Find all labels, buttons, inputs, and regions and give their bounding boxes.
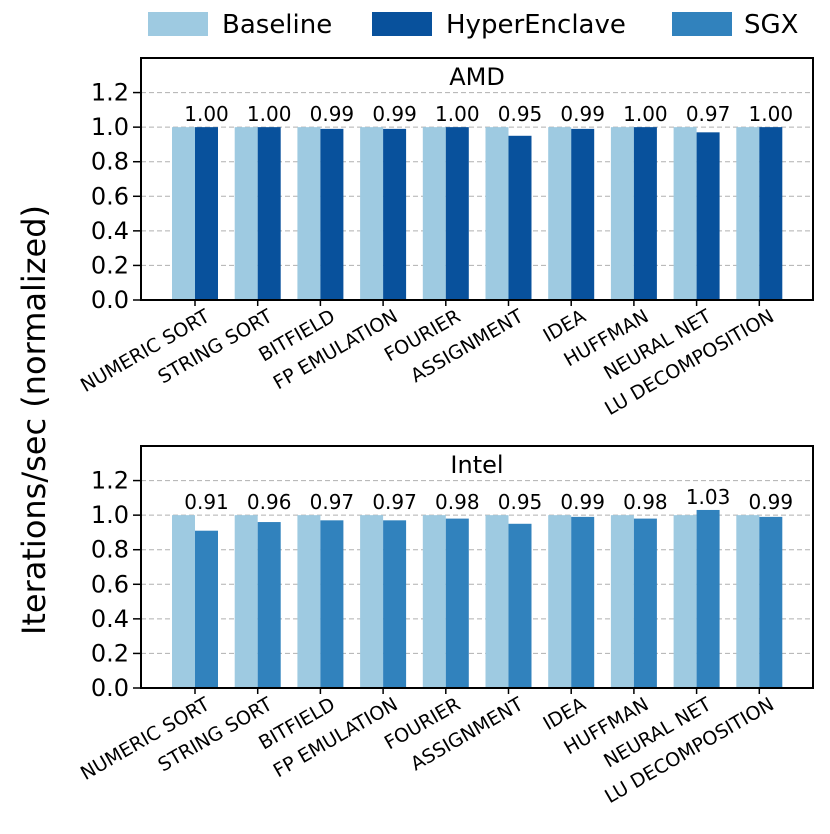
amd-ytick-label: 0.2 [91, 251, 129, 279]
amd-data-label: 0.99 [560, 102, 605, 126]
amd-bar-baseline [485, 127, 509, 301]
amd-bar-hyperenclave [257, 127, 281, 301]
amd-bar-hyperenclave [759, 127, 783, 301]
amd-bar-baseline [736, 127, 760, 301]
amd-bar-baseline [422, 127, 446, 301]
legend-swatch-hyperenclave [372, 12, 432, 36]
intel-bar-baseline [610, 515, 634, 688]
amd-bar-hyperenclave [195, 127, 218, 301]
amd-bar-hyperenclave [571, 128, 595, 300]
amd-ytick-label: 1.2 [91, 79, 129, 107]
legend-swatch-baseline [148, 12, 208, 36]
intel-bar-sgx [633, 518, 657, 688]
amd-ytick-label: 0.0 [91, 286, 129, 314]
amd-data-label: 1.00 [184, 102, 229, 126]
amd-bar-hyperenclave [696, 132, 720, 300]
intel-bar-baseline [297, 515, 321, 688]
amd-data-label: 0.95 [498, 102, 543, 126]
amd-data-label: 0.99 [310, 102, 355, 126]
amd-ytick-label: 0.4 [91, 217, 129, 245]
intel-bar-sgx [571, 516, 595, 688]
amd-bar-baseline [172, 127, 195, 301]
intel-bar-baseline [736, 515, 760, 688]
intel-bar-baseline [548, 515, 572, 688]
intel-bar-baseline [422, 515, 446, 688]
intel-bar-sgx [257, 522, 281, 688]
legend-swatch-sgx [672, 12, 732, 36]
intel-bar-sgx [445, 518, 469, 688]
intel-ytick-label: 1.0 [91, 501, 129, 529]
amd-bar-hyperenclave [445, 127, 469, 301]
amd-data-label: 0.99 [372, 102, 417, 126]
intel-data-label: 0.98 [435, 490, 480, 514]
amd-bar-baseline [610, 127, 634, 301]
amd-data-label: 1.00 [749, 102, 794, 126]
amd-bar-hyperenclave [383, 128, 407, 300]
legend-label-baseline: Baseline [222, 10, 332, 40]
intel-bar-sgx [508, 523, 532, 688]
amd-data-label: 1.00 [435, 102, 480, 126]
intel-data-label: 0.99 [560, 490, 605, 514]
intel-plot-frame [140, 445, 814, 689]
amd-bar-hyperenclave [320, 128, 344, 300]
amd-bar-baseline [360, 127, 384, 301]
amd-bar-hyperenclave [508, 135, 532, 300]
intel-bar-sgx [195, 530, 218, 688]
intel-bar-sgx [696, 509, 720, 688]
amd-bar-baseline [297, 127, 321, 301]
intel-panel-title: Intel [450, 451, 503, 479]
intel-data-label: 0.99 [749, 490, 794, 514]
intel-bar-baseline [360, 515, 384, 688]
intel-ytick-label: 0.4 [91, 605, 129, 633]
intel-ytick-label: 1.2 [91, 467, 129, 495]
intel-data-label: 0.91 [184, 490, 229, 514]
intel-bar-sgx [759, 516, 783, 688]
intel-data-label: 1.03 [686, 485, 731, 509]
intel-bar-baseline [673, 515, 697, 688]
legend-label-sgx: SGX [744, 10, 798, 40]
amd-panel-title: AMD [449, 63, 505, 91]
amd-data-label: 0.97 [686, 102, 731, 126]
intel-data-label: 0.98 [623, 490, 668, 514]
intel-ytick-label: 0.8 [91, 536, 129, 564]
amd-bar-baseline [548, 127, 572, 301]
amd-plot-frame [140, 57, 814, 301]
intel-bar-baseline [172, 515, 195, 688]
intel-data-label: 0.97 [310, 490, 355, 514]
amd-ytick-label: 0.8 [91, 148, 129, 176]
intel-ytick-label: 0.2 [91, 639, 129, 667]
amd-ytick-label: 1.0 [91, 113, 129, 141]
amd-data-label: 1.00 [623, 102, 668, 126]
y-axis-label: Iterations/sec (normalized) [15, 205, 53, 635]
intel-bar-baseline [485, 515, 509, 688]
legend-label-hyperenclave: HyperEnclave [446, 10, 626, 40]
amd-data-label: 1.00 [247, 102, 292, 126]
intel-bar-sgx [320, 520, 344, 688]
amd-bar-hyperenclave [633, 127, 657, 301]
amd-bar-baseline [234, 127, 258, 301]
amd-ytick-label: 0.6 [91, 182, 129, 210]
intel-data-label: 0.96 [247, 490, 292, 514]
amd-bar-baseline [673, 127, 697, 301]
intel-ytick-label: 0.6 [91, 570, 129, 598]
intel-data-label: 0.95 [498, 490, 543, 514]
intel-data-label: 0.97 [372, 490, 417, 514]
intel-bar-sgx [383, 520, 407, 688]
intel-ytick-label: 0.0 [91, 674, 129, 702]
intel-bar-baseline [234, 515, 258, 688]
